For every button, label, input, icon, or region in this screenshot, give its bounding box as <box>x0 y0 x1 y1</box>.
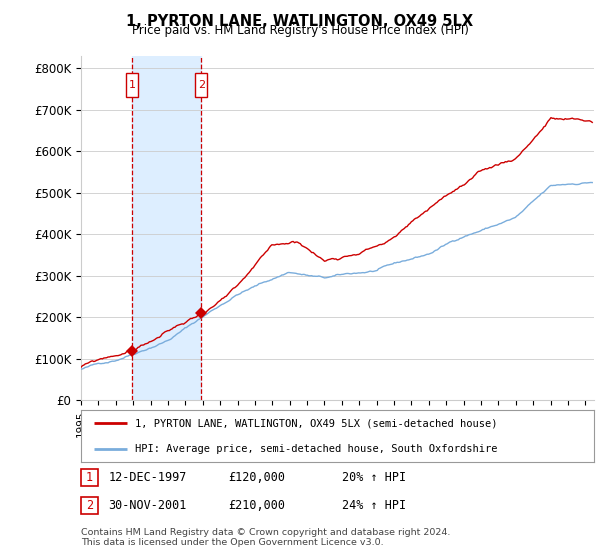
Text: 1: 1 <box>86 470 93 484</box>
Text: 24% ↑ HPI: 24% ↑ HPI <box>342 498 406 512</box>
Text: Contains HM Land Registry data © Crown copyright and database right 2024.
This d: Contains HM Land Registry data © Crown c… <box>81 528 451 547</box>
Text: 2: 2 <box>198 80 205 90</box>
Text: 20% ↑ HPI: 20% ↑ HPI <box>342 470 406 484</box>
Text: £120,000: £120,000 <box>228 470 285 484</box>
Text: 30-NOV-2001: 30-NOV-2001 <box>109 498 187 512</box>
Bar <box>133 56 202 400</box>
Text: HPI: Average price, semi-detached house, South Oxfordshire: HPI: Average price, semi-detached house,… <box>135 444 497 454</box>
Text: 2: 2 <box>86 498 93 512</box>
Text: £210,000: £210,000 <box>228 498 285 512</box>
Text: 1, PYRTON LANE, WATLINGTON, OX49 5LX: 1, PYRTON LANE, WATLINGTON, OX49 5LX <box>127 14 473 29</box>
Text: 1, PYRTON LANE, WATLINGTON, OX49 5LX (semi-detached house): 1, PYRTON LANE, WATLINGTON, OX49 5LX (se… <box>135 418 497 428</box>
FancyBboxPatch shape <box>195 73 208 97</box>
FancyBboxPatch shape <box>126 73 139 97</box>
Text: Price paid vs. HM Land Registry's House Price Index (HPI): Price paid vs. HM Land Registry's House … <box>131 24 469 37</box>
Text: 1: 1 <box>129 80 136 90</box>
Text: 12-DEC-1997: 12-DEC-1997 <box>109 470 187 484</box>
